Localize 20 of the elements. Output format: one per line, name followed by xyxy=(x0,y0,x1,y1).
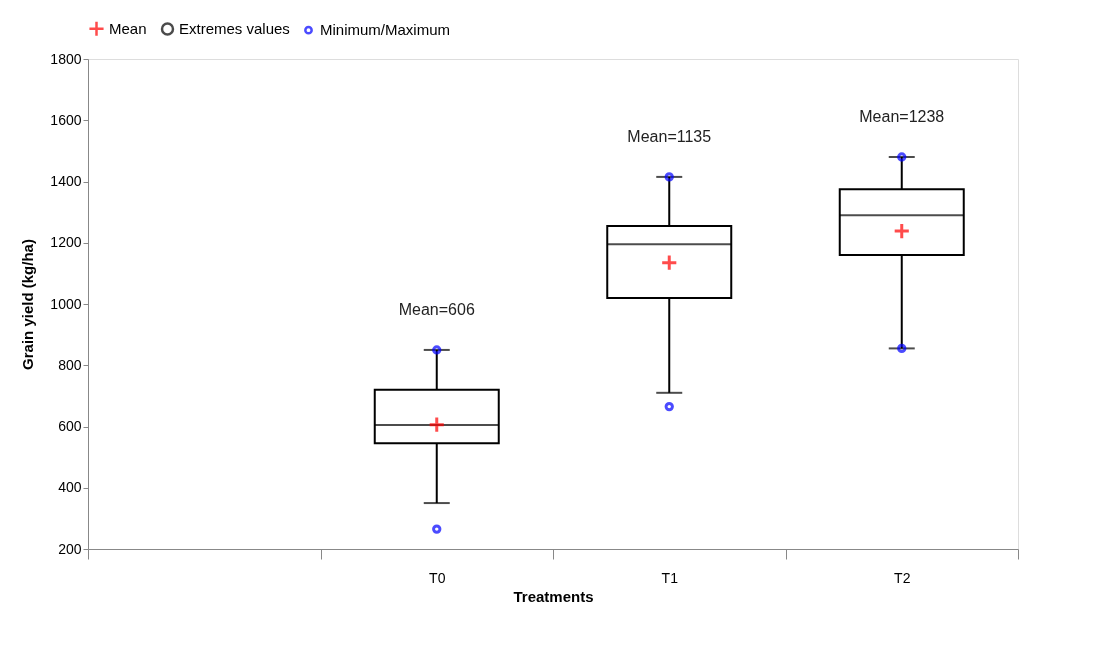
x-tick-label: T2 xyxy=(894,569,911,586)
y-tick-label: 1400 xyxy=(50,173,82,189)
y-tick-label: 400 xyxy=(58,479,82,496)
legend-label: Mean xyxy=(109,19,147,37)
y-tick-label: 1200 xyxy=(50,234,82,251)
annotation: Mean=1135 xyxy=(627,127,712,145)
y-tick-label: 1600 xyxy=(50,111,82,128)
y-tick-label: 1800 xyxy=(50,50,82,67)
y-tick-label: 200 xyxy=(58,540,82,557)
x-axis-title: Treatments xyxy=(513,587,594,605)
annotation: Mean=1238 xyxy=(859,108,945,125)
legend-label: Extremes values xyxy=(179,20,290,38)
legend-label: Minimum/Maximum xyxy=(320,21,451,39)
x-tick-label: T0 xyxy=(429,569,446,586)
y-tick-label: 800 xyxy=(58,356,82,373)
annotation: Mean=606 xyxy=(398,300,475,318)
y-tick-label: 1000 xyxy=(50,295,82,312)
y-axis-title: Grain yield (kg/ha) xyxy=(19,239,37,370)
x-tick-label: T1 xyxy=(661,569,679,586)
y-tick-label: 600 xyxy=(58,418,82,434)
